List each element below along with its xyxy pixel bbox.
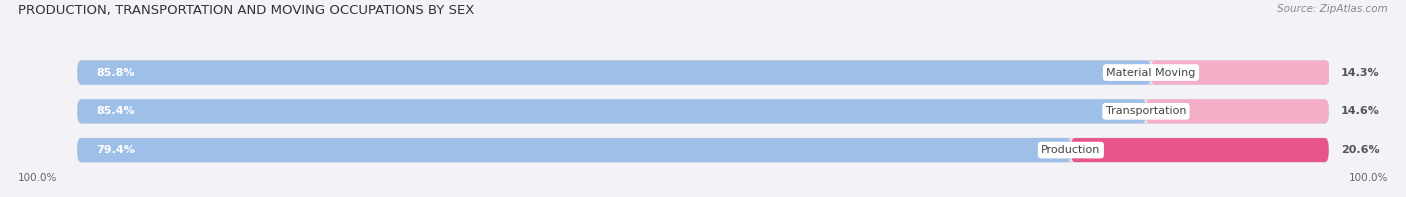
Text: 100.0%: 100.0%	[18, 173, 58, 183]
Text: 79.4%: 79.4%	[96, 145, 135, 155]
FancyBboxPatch shape	[77, 138, 1071, 162]
FancyBboxPatch shape	[77, 60, 1329, 85]
Text: Production: Production	[1042, 145, 1101, 155]
FancyBboxPatch shape	[77, 60, 1152, 85]
Text: PRODUCTION, TRANSPORTATION AND MOVING OCCUPATIONS BY SEX: PRODUCTION, TRANSPORTATION AND MOVING OC…	[18, 4, 475, 17]
Text: 100.0%: 100.0%	[1348, 173, 1388, 183]
Text: Transportation: Transportation	[1105, 106, 1187, 116]
Text: 85.8%: 85.8%	[96, 68, 135, 78]
Text: Material Moving: Material Moving	[1107, 68, 1195, 78]
FancyBboxPatch shape	[77, 138, 1329, 162]
FancyBboxPatch shape	[1146, 99, 1329, 123]
Text: 20.6%: 20.6%	[1341, 145, 1379, 155]
FancyBboxPatch shape	[77, 99, 1146, 123]
FancyBboxPatch shape	[77, 99, 1329, 123]
FancyBboxPatch shape	[1152, 60, 1330, 85]
Text: 85.4%: 85.4%	[96, 106, 135, 116]
FancyBboxPatch shape	[1071, 138, 1329, 162]
Text: 14.3%: 14.3%	[1341, 68, 1379, 78]
Text: 14.6%: 14.6%	[1341, 106, 1381, 116]
Text: Source: ZipAtlas.com: Source: ZipAtlas.com	[1277, 4, 1388, 14]
